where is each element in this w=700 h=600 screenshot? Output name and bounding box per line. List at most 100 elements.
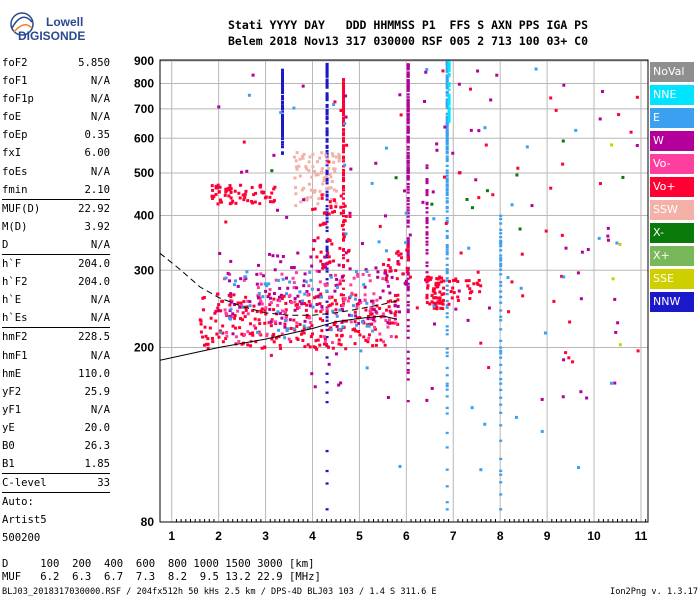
echo-point — [324, 343, 328, 347]
echo-point — [319, 309, 323, 313]
echo-point — [230, 315, 234, 319]
echo-point — [276, 278, 280, 282]
echo-point — [239, 277, 243, 281]
echo-point — [252, 324, 256, 328]
echo-point — [506, 276, 510, 280]
echo-point — [369, 317, 373, 321]
plot-frame — [159, 59, 649, 523]
echo-point — [400, 256, 404, 260]
echo-streak-mark — [281, 73, 284, 76]
echo-point — [325, 186, 329, 190]
echo-point — [359, 349, 363, 353]
echo-point — [329, 326, 333, 330]
echo-point — [245, 270, 249, 274]
echo-streak-mark — [406, 182, 410, 186]
echo-point — [483, 422, 487, 426]
echo-streak-mark — [325, 229, 329, 233]
echo-point — [560, 274, 564, 278]
echo-streak-mark — [445, 157, 449, 161]
echo-point — [282, 294, 286, 298]
echo-streak-mark — [445, 100, 449, 104]
echo-point — [242, 333, 246, 337]
echo-point — [371, 299, 375, 303]
echo-streak-mark — [499, 378, 503, 381]
muf-table: D 100 200 400 600 800 1000 1500 3000 [km… — [2, 558, 321, 584]
echo-point — [454, 307, 458, 311]
echo-streak-mark — [281, 110, 284, 113]
echo-streak-mark — [499, 228, 503, 231]
echo-streak-mark — [445, 112, 449, 115]
echo-point — [459, 251, 463, 255]
echo-point — [320, 307, 324, 311]
echo-point — [288, 280, 292, 284]
param-row: 500200 — [2, 529, 110, 547]
echo-streak-mark — [342, 232, 345, 235]
echo-point — [398, 310, 402, 314]
echo-streak-mark — [342, 145, 345, 148]
echo-point — [321, 264, 325, 268]
echo-point — [363, 298, 367, 302]
echo-point — [381, 312, 385, 316]
echo-point — [277, 295, 281, 299]
echo-streak-mark — [281, 104, 284, 107]
echo-point — [269, 301, 273, 305]
echo-streak-mark — [425, 166, 429, 170]
echo-point — [549, 186, 553, 190]
legend-item: X- — [650, 223, 694, 243]
echo-point — [278, 343, 282, 347]
echo-point — [298, 174, 302, 178]
echo-point — [315, 302, 319, 306]
echo-streak-mark — [281, 115, 284, 118]
echo-streak-mark — [342, 103, 345, 106]
echo-point — [368, 279, 372, 283]
echo-streak-mark — [406, 89, 410, 92]
echo-point — [313, 296, 317, 300]
echo-streak-mark — [406, 350, 410, 353]
echo-point — [313, 239, 317, 243]
echo-point — [273, 268, 277, 272]
echo-streak-mark — [342, 139, 345, 142]
legend-item: X+ — [650, 246, 694, 266]
echo-point — [635, 144, 639, 148]
echo-streak-mark — [447, 109, 451, 113]
echo-point — [298, 157, 302, 161]
param-value: 204.0 — [78, 258, 110, 271]
param-name: h`Es — [2, 312, 28, 325]
echo-point — [288, 293, 292, 297]
echo-point — [331, 154, 335, 158]
echo-streak-mark — [445, 98, 449, 101]
echo-streak-mark — [325, 92, 329, 95]
echo-point — [348, 313, 352, 317]
echo-point — [324, 174, 328, 178]
echo-streak-mark — [342, 140, 345, 143]
echo-point — [313, 207, 317, 211]
echo-streak-mark — [281, 143, 284, 146]
echo-point — [323, 255, 327, 259]
echo-point — [386, 300, 390, 304]
echo-streak-mark — [342, 81, 345, 85]
echo-point — [315, 347, 319, 351]
echo-streak-mark — [406, 336, 410, 339]
echo-point — [405, 248, 409, 252]
echo-point — [439, 301, 443, 305]
echo-point — [305, 315, 309, 319]
echo-point — [354, 323, 358, 327]
echo-point — [281, 255, 285, 259]
echo-point — [331, 309, 335, 313]
muf-frequency-row: MUF 6.2 6.3 6.7 7.3 8.2 9.5 13.2 22.9 [M… — [2, 571, 321, 583]
echo-streak-mark — [406, 175, 410, 178]
echo-point — [258, 185, 262, 189]
echo-point — [437, 301, 441, 305]
echo-point — [224, 312, 228, 316]
echo-streak-mark — [445, 501, 449, 504]
echo-point — [474, 178, 478, 182]
echo-point — [552, 299, 556, 303]
echo-streak-mark — [499, 280, 503, 284]
echo-point — [379, 315, 383, 319]
echo-streak-mark — [406, 300, 410, 304]
echo-point — [272, 199, 276, 203]
echo-streak-mark — [499, 242, 503, 245]
echo-point — [308, 345, 312, 349]
echo-point — [351, 304, 355, 308]
